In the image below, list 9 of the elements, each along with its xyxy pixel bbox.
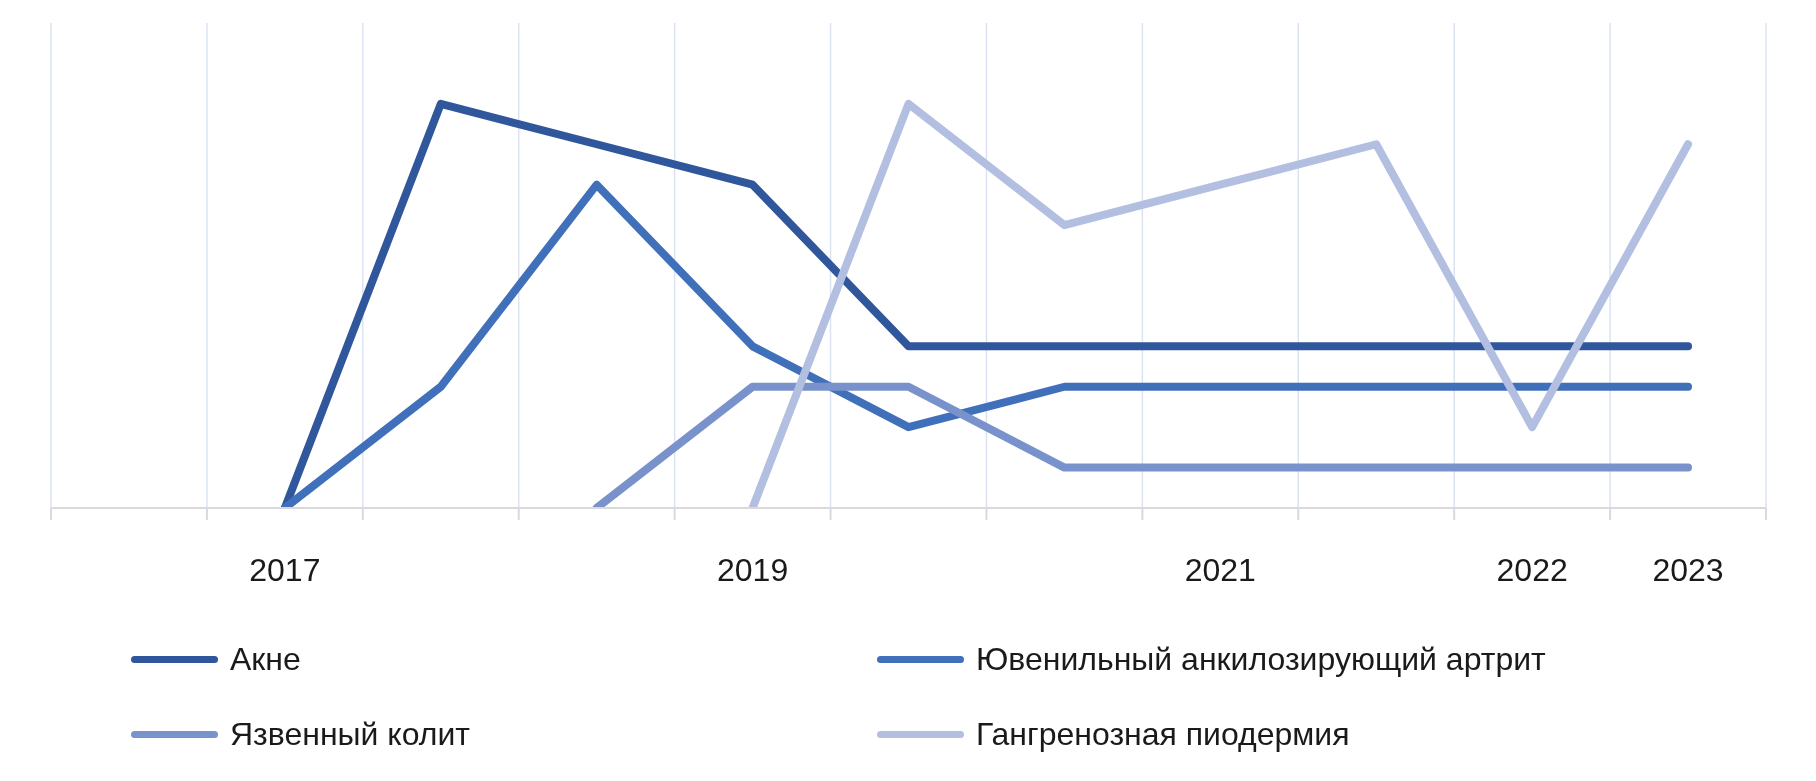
x-tick-label: 2022 (1496, 551, 1568, 588)
legend-label: Язвенный колит (230, 716, 470, 753)
legend-label: Ювенильный анкилозирующий артрит (976, 641, 1546, 678)
x-tick-label: 2019 (717, 551, 789, 588)
legend-label: Акне (230, 641, 301, 678)
x-tick-label: 2017 (249, 551, 321, 588)
x-tick-label: 2021 (1184, 551, 1256, 588)
legend-label: Гангренозная пиодермия (976, 716, 1350, 753)
x-tick-label: 2023 (1652, 551, 1724, 588)
